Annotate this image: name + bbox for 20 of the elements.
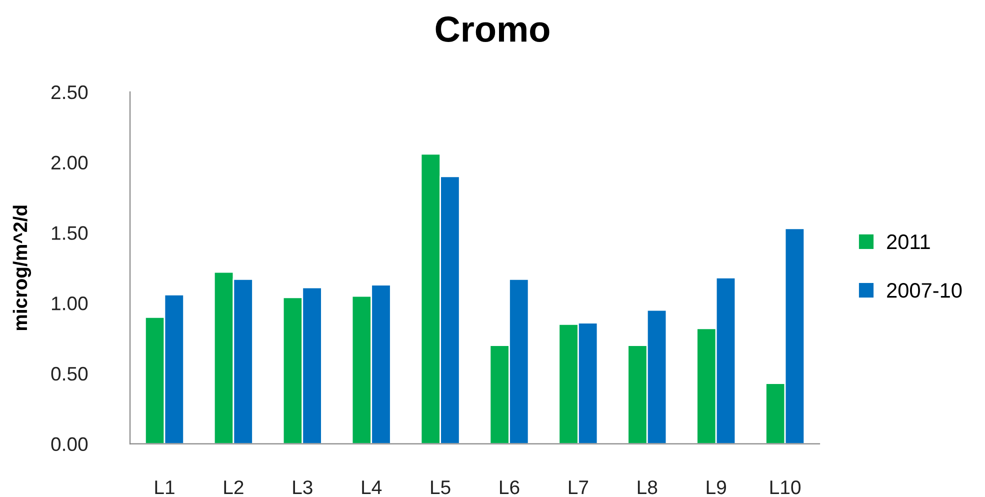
y-tick-label: 0.00 xyxy=(51,437,88,452)
x-tick-label: L7 xyxy=(568,480,588,494)
x-tick-label: L4 xyxy=(362,480,382,494)
y-tick-label: 2.50 xyxy=(51,85,88,100)
x-tick-label: L3 xyxy=(293,480,312,494)
x-tick-label: L5 xyxy=(431,480,450,494)
y-tick-label: 0.50 xyxy=(51,366,88,381)
x-tick-label: L1 xyxy=(155,480,174,494)
y-tick-label: 1.50 xyxy=(52,226,88,240)
y-tick-label: 2.00 xyxy=(51,156,88,170)
y-tick-label: 1.00 xyxy=(52,296,88,310)
legend-label: 2011 xyxy=(887,234,930,250)
legend-label: 2007-10 xyxy=(887,283,962,298)
x-tick-label: L2 xyxy=(224,480,244,494)
x-tick-label: L6 xyxy=(500,480,520,494)
chart-title: Cromo xyxy=(436,16,550,42)
x-tick-label: L9 xyxy=(706,480,726,494)
x-tick-label: L8 xyxy=(638,480,658,494)
x-tick-label: L10 xyxy=(770,480,801,494)
y-axis-title: microg/m^2/d xyxy=(12,206,32,330)
